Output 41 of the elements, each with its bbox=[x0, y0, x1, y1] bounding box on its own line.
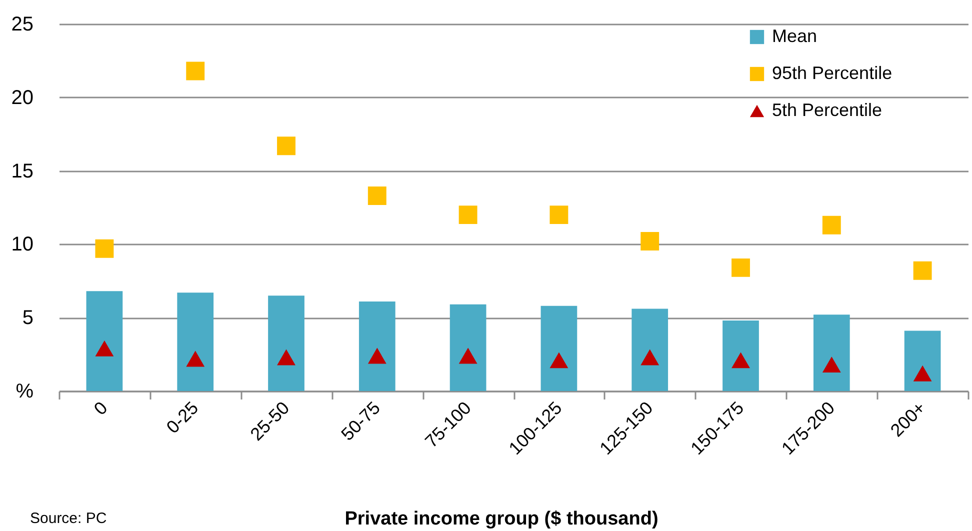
point bbox=[368, 348, 386, 364]
bar bbox=[450, 304, 486, 391]
point bbox=[550, 352, 568, 368]
point bbox=[913, 365, 932, 382]
bar bbox=[722, 320, 759, 391]
bar bbox=[268, 296, 304, 391]
point bbox=[822, 216, 841, 234]
y-tick-label: 10 bbox=[11, 234, 34, 256]
legend-label: 5th Percentile bbox=[772, 100, 882, 120]
bar bbox=[904, 330, 941, 391]
legend-label: 95th Percentile bbox=[772, 63, 892, 83]
point bbox=[186, 62, 205, 80]
bar bbox=[86, 291, 123, 391]
source-note: Source: PC bbox=[30, 510, 107, 527]
point bbox=[822, 356, 841, 373]
bar bbox=[632, 308, 668, 391]
point bbox=[458, 206, 478, 224]
point bbox=[550, 206, 568, 224]
y-tick-label: 5 bbox=[22, 307, 34, 330]
point bbox=[186, 350, 205, 367]
bar bbox=[358, 301, 396, 391]
point bbox=[95, 239, 114, 258]
y-tick-label: % bbox=[16, 380, 34, 402]
point bbox=[640, 349, 660, 366]
y-tick-label: 25 bbox=[11, 14, 34, 36]
y-tick-label: 15 bbox=[11, 160, 34, 182]
x-tick-label: 0 bbox=[90, 398, 112, 419]
x-axis-title: Private income group ($ thousand) bbox=[344, 508, 658, 530]
point bbox=[277, 136, 296, 156]
point bbox=[277, 349, 296, 366]
point bbox=[368, 186, 386, 205]
point bbox=[95, 340, 114, 356]
point bbox=[640, 232, 660, 250]
legend-label: Mean bbox=[772, 26, 818, 46]
point bbox=[458, 348, 478, 364]
bar bbox=[813, 314, 850, 391]
point bbox=[732, 258, 750, 277]
point bbox=[913, 261, 932, 280]
bar bbox=[177, 292, 214, 391]
bar bbox=[540, 306, 578, 391]
y-tick-label: 20 bbox=[11, 86, 34, 109]
